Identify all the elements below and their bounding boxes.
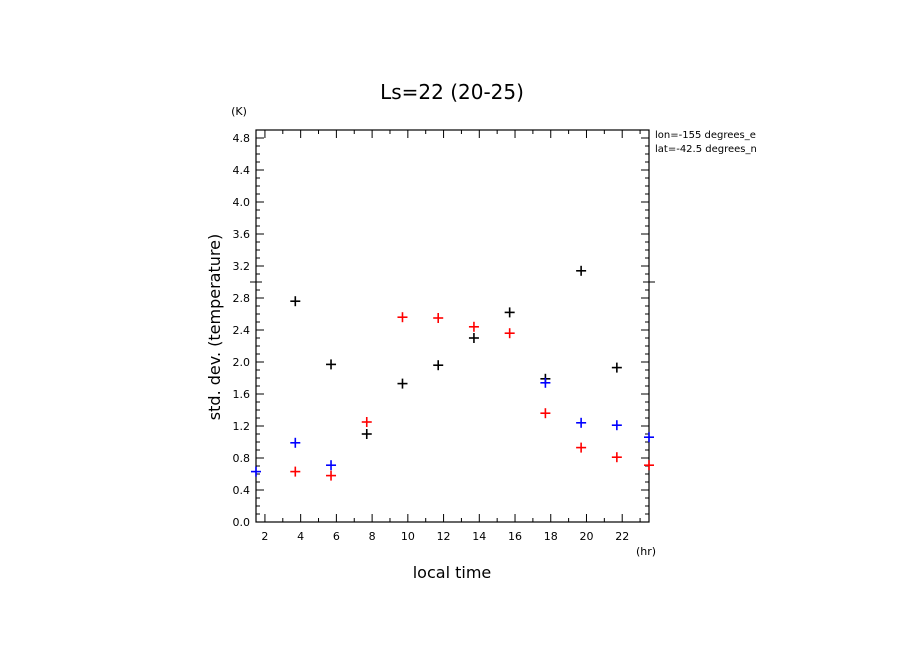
chart-title: Ls=22 (20-25) (380, 80, 524, 104)
x-tick-label: 16 (508, 530, 522, 543)
x-tick-label: 20 (579, 530, 593, 543)
data-point (290, 296, 301, 307)
data-points (251, 265, 654, 481)
data-point (251, 466, 261, 477)
data-point (611, 420, 622, 431)
x-tick-label: 22 (615, 530, 629, 543)
data-point (504, 328, 515, 339)
data-point (504, 307, 515, 318)
y-tick-label: 4.0 (233, 196, 251, 209)
data-point (611, 452, 622, 463)
data-point (326, 359, 337, 370)
data-point (576, 417, 587, 428)
annotation-lon: lon=-155 degrees_e (655, 130, 756, 141)
data-point (540, 408, 551, 419)
data-point (576, 265, 587, 276)
axes: 0.0 0.4 0.8 1.2 1.6 2.0 2.4 2.8 3.2 3.6 4.0 4.4 4.8 2… (233, 129, 655, 543)
x-tick-label: 4 (297, 530, 304, 543)
y-tick-label: 0.4 (233, 484, 251, 497)
y-tick-label: 0.0 (233, 516, 251, 529)
y-unit-label: (K) (231, 105, 247, 118)
y-tick-label: 4.4 (233, 164, 251, 177)
x-tick-label: 12 (437, 530, 451, 543)
y-tick-label: 0.8 (233, 452, 251, 465)
plot-frame (255, 129, 650, 523)
y-tick-label: 2.0 (233, 356, 251, 369)
y-tick-label: 3.2 (233, 260, 251, 273)
data-point (468, 321, 479, 332)
data-point (397, 312, 408, 323)
x-tick-label: 8 (369, 530, 376, 543)
data-point (326, 460, 337, 471)
data-point (611, 362, 622, 373)
x-unit-label: (hr) (636, 545, 656, 558)
y-tick-label: 3.6 (233, 228, 251, 241)
x-tick-label: 10 (401, 530, 415, 543)
y-tick-label: 4.8 (233, 132, 251, 145)
data-point (644, 432, 654, 443)
data-point (468, 333, 479, 343)
data-point (326, 470, 337, 481)
data-point (361, 429, 372, 439)
y-tick-label: 1.6 (233, 388, 251, 401)
data-point (540, 377, 551, 388)
data-point (576, 442, 587, 453)
x-axis-label: local time (413, 563, 492, 582)
x-tick-label: 6 (333, 530, 340, 543)
data-point (290, 466, 301, 477)
x-tick-label: 14 (472, 530, 486, 543)
y-tick-label: 1.2 (233, 420, 251, 433)
x-tick-label: 2 (261, 530, 268, 543)
data-point (433, 360, 444, 371)
data-point (433, 313, 444, 323)
x-tick-label: 18 (544, 530, 558, 543)
data-point (644, 460, 654, 471)
y-tick-label: 2.4 (233, 324, 251, 337)
y-tick-label: 2.8 (233, 292, 251, 305)
data-point (290, 437, 301, 448)
y-axis-label: std. dev. (temperature) (205, 234, 224, 420)
data-point (361, 417, 372, 427)
data-point (397, 378, 408, 389)
annotation-lat: lat=-42.5 degrees_n (655, 144, 757, 155)
